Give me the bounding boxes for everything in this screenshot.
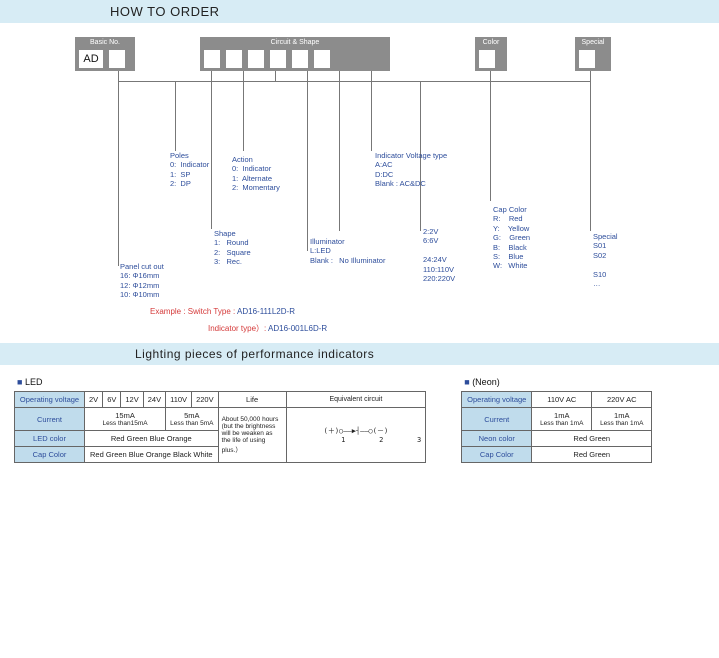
- ordering-diagram: Basic No. AD Circuit & Shape Color Speci…: [0, 37, 719, 337]
- slot-ivt: [314, 50, 330, 68]
- example-1-prefix: Example : Switch Type :: [150, 307, 235, 316]
- slot-poles: [204, 50, 220, 68]
- def-capcolor: Cap Color R: Red Y: Yellow G: Green B: B…: [493, 205, 530, 271]
- led-v-2: 12V: [121, 392, 143, 408]
- example-2-code: AD16-001L6D-R: [268, 324, 327, 333]
- led-cur1-s: Less than15mA: [89, 420, 161, 427]
- def-illum: Illuminator L:LED Blank : No Illuminator: [310, 237, 385, 265]
- neon-nc: Neon color: [462, 431, 532, 447]
- def-action: Action 0: Indicator 1: Alternate 2: Mome…: [232, 155, 280, 193]
- slot-special: [579, 50, 595, 68]
- neon-table: Operating voltage 110V AC 220V AC Curren…: [461, 391, 652, 463]
- led-cur2: 5mA Less than 5mA: [166, 408, 219, 431]
- led-cap-h: Cap Color: [15, 447, 85, 463]
- led-eq-h: Equivalent circuit: [286, 392, 426, 408]
- led-cap-v: Red Green Blue Orange Black White: [85, 447, 219, 463]
- neon-title: (Neon): [464, 377, 652, 387]
- neon-v1: 110V AC: [532, 392, 592, 408]
- slot-ad: AD: [79, 50, 103, 68]
- led-table: Operating voltage 2V 6V 12V 24V 110V 220…: [14, 391, 426, 463]
- neon-c2: 1mA Less than 1mA: [592, 408, 652, 431]
- neon-c2-v: 1mA: [614, 411, 629, 420]
- led-cur2-v: 5mA: [184, 411, 199, 420]
- led-life-h: Life: [218, 392, 286, 408]
- def-panel: Panel cut out 16: Φ16mm 12: Φ12mm 10: Φ1…: [120, 262, 164, 300]
- group-basic-no-label: Basic No.: [75, 39, 135, 46]
- neon-c1: 1mA Less than 1mA: [532, 408, 592, 431]
- def-special: Special S01 S02 S10 …: [593, 232, 618, 288]
- neon-v2: 220V AC: [592, 392, 652, 408]
- led-color-v: Red Green Blue Orange: [85, 431, 219, 447]
- led-life-txt: About 50,000 hours (but the brightness w…: [218, 408, 286, 463]
- group-special-label: Special: [575, 39, 611, 46]
- example-1-code: AD16-111L2D-R: [237, 307, 295, 316]
- led-ov: Operating voltage: [15, 392, 85, 408]
- group-color: Color: [475, 37, 507, 71]
- led-title: LED: [17, 377, 426, 387]
- def-shape: Shape 1: Round 2: Square 3: Rec.: [214, 229, 251, 267]
- neon-cc: Cap Color: [462, 447, 532, 463]
- def-poles: Poles 0: Indicator 1: SP 2: DP: [170, 151, 209, 189]
- slot-panel: [109, 50, 125, 68]
- led-cur1-v: 15mA: [115, 411, 135, 420]
- group-circuit-label: Circuit & Shape: [200, 39, 390, 46]
- neon-ov: Operating voltage: [462, 392, 532, 408]
- led-v-3: 24V: [143, 392, 165, 408]
- def-volts: 2:2V 6:6V 24:24V 110:110V 220:220V: [423, 227, 455, 283]
- led-circuit: (＋)○——▶┤——○(－) 1 2 3: [286, 408, 426, 463]
- led-table-wrap: LED Operating voltage 2V 6V 12V 24V 110V…: [14, 375, 426, 463]
- led-v-0: 2V: [85, 392, 103, 408]
- group-circuit-shape: Circuit & Shape: [200, 37, 390, 71]
- led-color-h: LED color: [15, 431, 85, 447]
- example-line-2: Indicator type）: AD16-001L6D-R: [208, 323, 327, 334]
- example-line-1: Example : Switch Type : AD16-111L2D-R: [150, 307, 295, 316]
- led-v-1: 6V: [103, 392, 121, 408]
- neon-c2-s: Less than 1mA: [596, 420, 647, 427]
- section-how-to-order: HOW TO ORDER: [0, 0, 719, 23]
- slot-action: [248, 50, 264, 68]
- neon-cc-v: Red Green: [532, 447, 652, 463]
- group-special: Special: [575, 37, 611, 71]
- neon-cur: Current: [462, 408, 532, 431]
- slot-shape: [226, 50, 242, 68]
- led-v-4: 110V: [166, 392, 192, 408]
- tables-row: LED Operating voltage 2V 6V 12V 24V 110V…: [0, 365, 719, 493]
- led-cur: Current: [15, 408, 85, 431]
- slot-volt: [292, 50, 308, 68]
- section-performance: Lighting pieces of performance indicator…: [0, 343, 719, 365]
- neon-c1-v: 1mA: [554, 411, 569, 420]
- group-basic-no: Basic No. AD: [75, 37, 135, 71]
- neon-table-wrap: (Neon) Operating voltage 110V AC 220V AC…: [461, 375, 652, 463]
- slot-illum: [270, 50, 286, 68]
- neon-nc-v: Red Green: [532, 431, 652, 447]
- led-v-5: 220V: [192, 392, 219, 408]
- led-cur2-s: Less than 5mA: [170, 420, 214, 427]
- def-ivt: Indicator Voltage type A:AC D:DC Blank :…: [375, 151, 447, 189]
- neon-c1-s: Less than 1mA: [536, 420, 587, 427]
- slot-color: [479, 50, 495, 68]
- example-2-prefix: Indicator type）:: [208, 324, 266, 333]
- group-color-label: Color: [475, 39, 507, 46]
- led-cur1: 15mA Less than15mA: [85, 408, 166, 431]
